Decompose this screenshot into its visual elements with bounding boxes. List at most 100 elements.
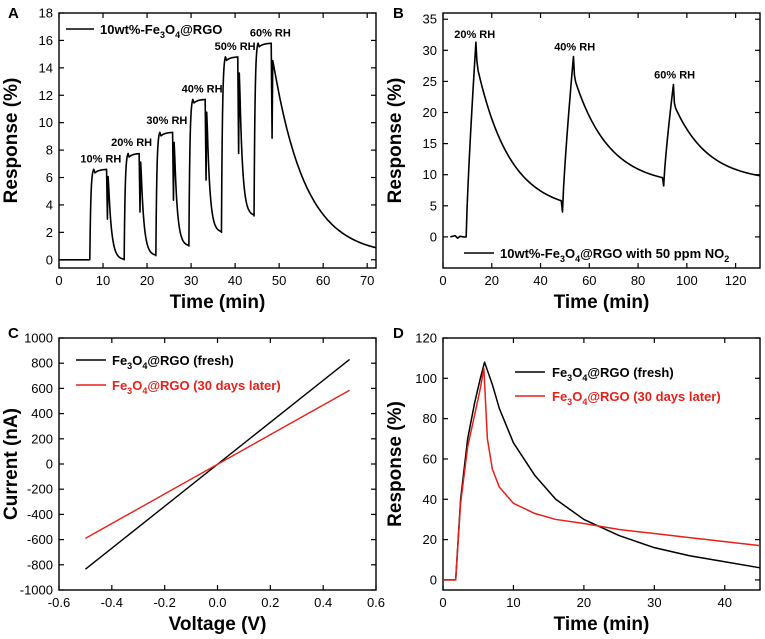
x-tick-label-b: 120: [725, 273, 747, 288]
chart-panel-c: -0.6 -0.4 -0.2 0.0 0.2 0.4 0.6 -1000 -800 -600 -40…: [1, 331, 385, 636]
series-line-c-aged: [85, 389, 350, 539]
x-tick-label-a: 0: [55, 273, 62, 288]
y-tick-label-c: 1000: [24, 331, 53, 346]
series-line-b: [450, 41, 761, 239]
plot-frame-a: [58, 12, 377, 269]
x-tick-label-c: -0.6: [48, 595, 70, 610]
y-tick-label-d: 0: [430, 572, 437, 587]
x-tick-label-a: 30: [184, 273, 198, 288]
x-tick-label-a: 20: [140, 273, 154, 288]
x-tick-label-a: 70: [360, 273, 374, 288]
series-line-d-fresh: [443, 361, 761, 581]
y-tick-label-c: 400: [31, 406, 53, 421]
legend-panel-b: 10wt%-Fe3O4@RGO with 50 ppm NO2: [464, 246, 729, 264]
y-tick-label-a: 2: [46, 225, 53, 240]
y-tick-label-b: 0: [430, 229, 437, 244]
legend-label-b: 10wt%-Fe3O4@RGO with 50 ppm NO2: [500, 246, 729, 264]
panel-letter-a: A: [8, 5, 19, 22]
y-tick-label-d: 80: [423, 411, 437, 426]
x-tick-label-d: 20: [577, 595, 591, 610]
y-tick-label-b: 10: [423, 167, 437, 182]
y-tick-label-b: 35: [423, 12, 437, 27]
x-axis-title-b: Time (min): [554, 292, 650, 313]
y-tick-label-b: 25: [423, 74, 437, 89]
x-tick-label-c: -0.2: [153, 595, 175, 610]
panel-letter-d: D: [393, 325, 404, 342]
y-axis-title-c: Current (nA): [1, 408, 22, 520]
y-tick-label-b: 30: [423, 43, 437, 58]
y-tick-label-c: -400: [27, 507, 53, 522]
y-tick-label-d: 100: [415, 371, 437, 386]
x-tick-label-c: 0.0: [208, 595, 226, 610]
x-tick-label-b: 40: [533, 273, 547, 288]
chart-panel-b: 0 20 40 60 80 100 120 0 5 10 15 20 25 30 35 Time (min) R…: [385, 12, 761, 313]
x-tick-label-b: 80: [631, 273, 645, 288]
x-tick-label-d: 0: [439, 595, 446, 610]
y-tick-label-c: 800: [31, 356, 53, 371]
y-tick-label-d: 120: [415, 331, 437, 346]
y-tick-label-a: 14: [39, 60, 53, 75]
legend-panel-c: Fe3O4@RGO (fresh) Fe3O4@RGO (30 days lat…: [76, 353, 281, 396]
legend-label-c-fresh: Fe3O4@RGO (fresh): [112, 353, 234, 371]
annotation-a: 10% RH: [80, 153, 121, 165]
x-tick-label-a: 50: [272, 273, 286, 288]
legend-label-d-fresh: Fe3O4@RGO (fresh): [552, 365, 674, 383]
chart-panel-a: 0 10 20 30 40 50 60 70 0 2 4 6 8 10 12 14 16 18 Time (min)…: [1, 6, 377, 313]
y-tick-label-d: 60: [423, 451, 437, 466]
y-tick-label-d: 20: [423, 532, 437, 547]
annotation-b: 20% RH: [454, 29, 495, 41]
y-tick-label-b: 5: [430, 198, 437, 213]
x-axis-title-c: Voltage (V): [169, 614, 267, 635]
y-tick-label-b: 20: [423, 105, 437, 120]
panel-letter-c: C: [8, 325, 19, 342]
x-tick-label-b: 20: [485, 273, 499, 288]
y-tick-label-a: 18: [39, 6, 53, 21]
chart-panel-d: 0 10 20 30 40 0 20 40 60 80 100 120 Time (min) Respon…: [385, 331, 761, 635]
y-tick-label-a: 16: [39, 33, 53, 48]
x-tick-label-b: 100: [676, 273, 698, 288]
y-tick-label-a: 4: [46, 197, 53, 212]
y-tick-label-b: 15: [423, 136, 437, 151]
y-tick-label-a: 12: [39, 88, 53, 103]
x-tick-label-b: 0: [439, 273, 446, 288]
x-tick-label-d: 30: [647, 595, 661, 610]
y-tick-label-a: 6: [46, 170, 53, 185]
legend-label-d-aged: Fe3O4@RGO (30 days later): [552, 389, 721, 407]
series-line-d-aged: [443, 367, 761, 581]
x-axis-title-a: Time (min): [170, 292, 266, 313]
plot-frame-b: [442, 12, 761, 269]
x-tick-label-c: 0.4: [314, 595, 332, 610]
annotation-a: 60% RH: [250, 27, 291, 39]
panel-letter-b: B: [393, 5, 404, 22]
y-tick-label-c: -200: [27, 482, 53, 497]
y-axis-title-d: Response (%): [385, 401, 406, 527]
x-tick-label-d: 40: [718, 595, 732, 610]
annotation-a: 30% RH: [146, 115, 187, 127]
y-axis-title-a: Response (%): [1, 78, 22, 204]
y-tick-label-c: -1000: [20, 583, 53, 598]
legend-panel-d: Fe3O4@RGO (fresh) Fe3O4@RGO (30 days lat…: [515, 365, 721, 407]
x-tick-label-c: -0.4: [101, 595, 123, 610]
x-tick-label-c: 0.6: [367, 595, 385, 610]
x-tick-label-a: 40: [228, 273, 242, 288]
x-tick-label-a: 60: [316, 273, 330, 288]
y-tick-label-a: 10: [39, 115, 53, 130]
plot-frame-d: [442, 337, 761, 591]
y-tick-label-c: -600: [27, 532, 53, 547]
y-tick-label-d: 40: [423, 492, 437, 507]
annotation-b: 60% RH: [654, 69, 695, 81]
annotation-a: 40% RH: [182, 84, 223, 96]
x-tick-label-b: 60: [582, 273, 596, 288]
x-tick-label-d: 10: [506, 595, 520, 610]
y-tick-label-c: 200: [31, 431, 53, 446]
series-line-a: [59, 42, 377, 261]
annotation-b: 40% RH: [554, 41, 595, 53]
y-tick-label-c: -800: [27, 557, 53, 572]
y-tick-label-a: 8: [46, 143, 53, 158]
x-tick-label-c: 0.2: [261, 595, 279, 610]
legend-label-c-aged: Fe3O4@RGO (30 days later): [112, 378, 281, 396]
y-tick-label-c: 600: [31, 381, 53, 396]
annotation-a: 50% RH: [215, 41, 256, 53]
annotation-a: 20% RH: [111, 137, 152, 149]
